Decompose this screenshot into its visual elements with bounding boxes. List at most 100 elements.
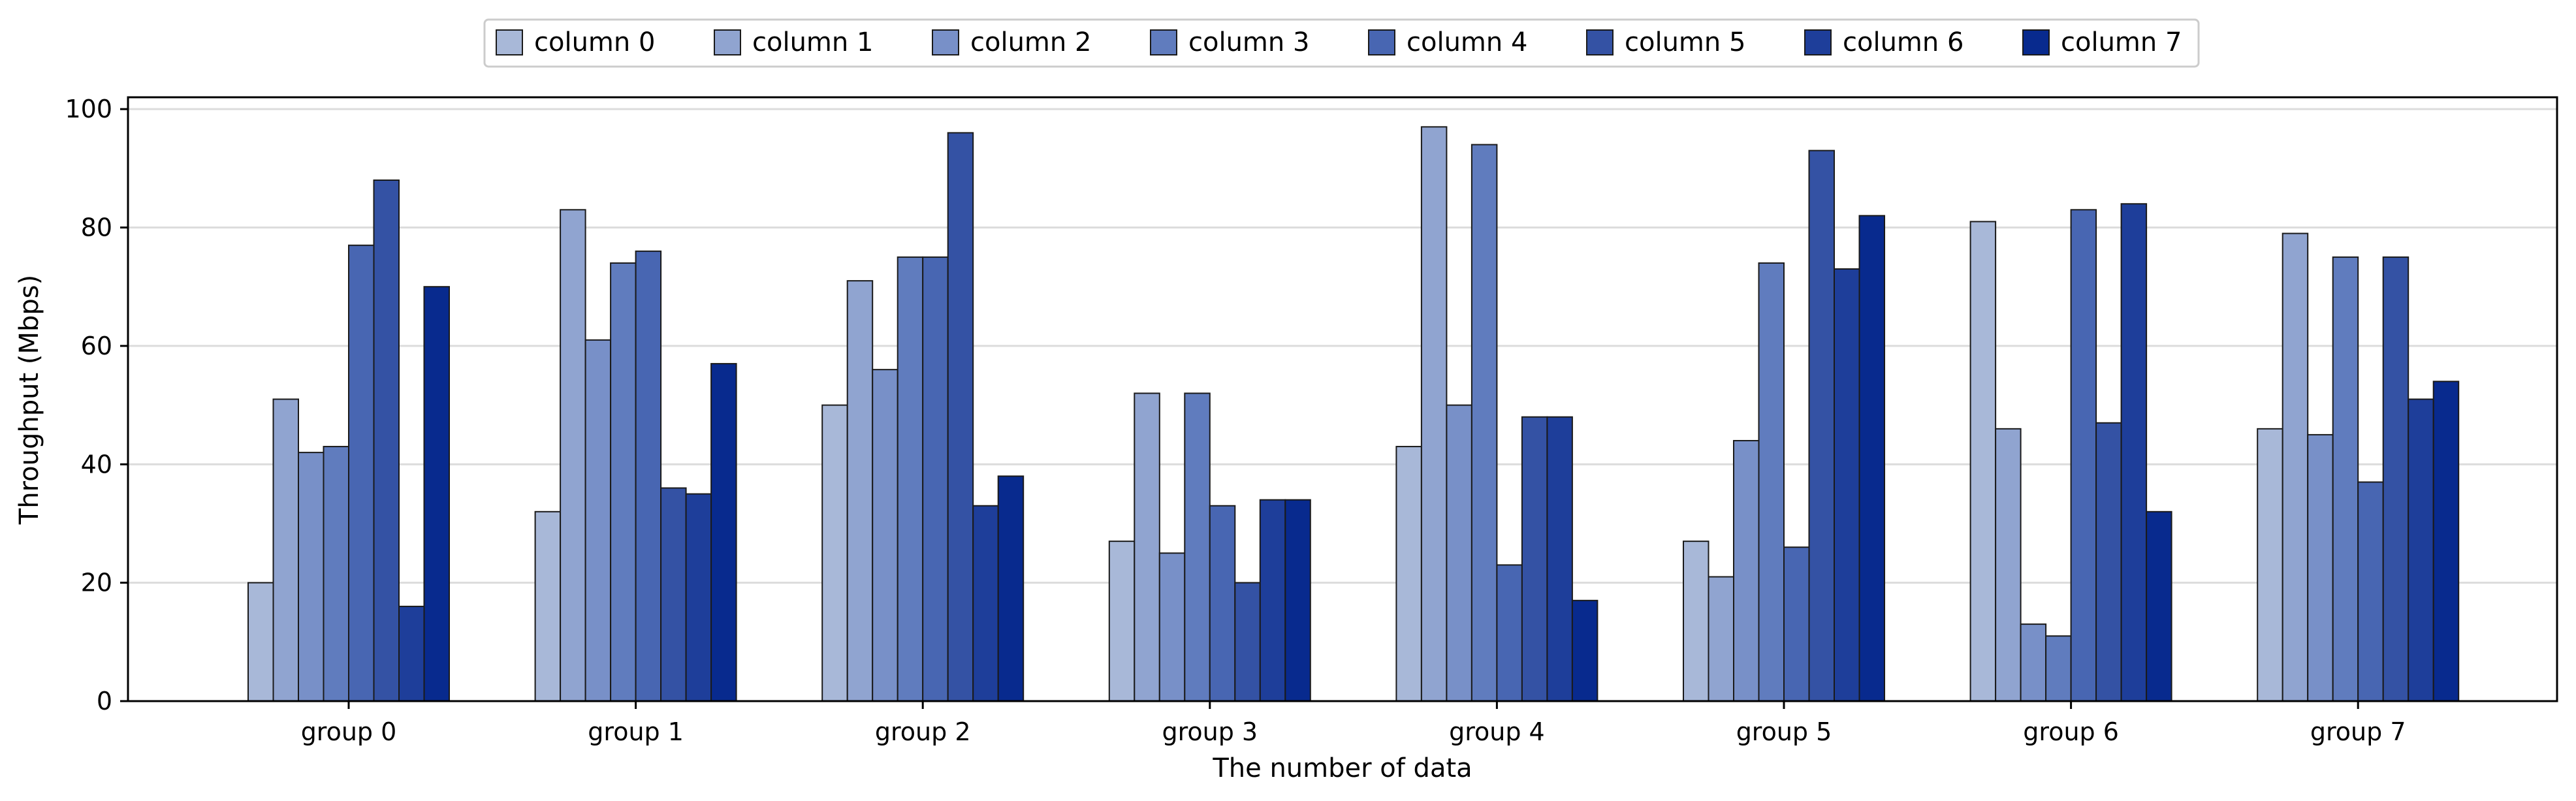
- legend-swatch: [496, 29, 523, 55]
- legend-label: column 0: [534, 27, 655, 57]
- bar: [1420, 126, 1448, 702]
- bar: [1471, 144, 1498, 702]
- legend-label: column 7: [2061, 27, 2182, 57]
- bar: [710, 363, 737, 702]
- bar: [534, 510, 562, 702]
- bar: [872, 369, 898, 702]
- bar: [1209, 505, 1236, 702]
- x-tick-label: group 3: [1162, 717, 1258, 746]
- x-tick-label: group 1: [588, 717, 684, 746]
- bar: [2408, 398, 2434, 702]
- bar: [1571, 599, 1598, 702]
- bar: [298, 452, 325, 702]
- bar: [1446, 404, 1472, 702]
- bar: [1758, 262, 1785, 702]
- y-tick-label: 0: [97, 687, 112, 715]
- bar: [373, 179, 400, 702]
- bar: [821, 404, 848, 702]
- x-axis-label: The number of data: [1212, 753, 1472, 783]
- bar: [846, 280, 874, 702]
- bar: [635, 250, 662, 702]
- legend-label: column 3: [1188, 27, 1309, 57]
- bar: [922, 256, 949, 702]
- y-tick-label: 60: [81, 332, 112, 360]
- bar: [1108, 541, 1136, 702]
- x-tick-label: group 4: [1449, 717, 1545, 746]
- bar: [2357, 481, 2384, 702]
- bar: [2257, 428, 2283, 702]
- bar: [2282, 232, 2309, 702]
- bar: [1496, 564, 1523, 702]
- bar: [1783, 546, 1810, 702]
- legend-label: column 5: [1625, 27, 1745, 57]
- bar: [348, 244, 375, 702]
- bar: [2095, 422, 2122, 702]
- bar: [1184, 392, 1211, 702]
- legend-swatch: [2022, 29, 2050, 55]
- x-tick-label: group 5: [1736, 717, 1832, 746]
- bar: [610, 262, 637, 702]
- bar: [272, 398, 299, 702]
- bar: [1395, 446, 1422, 702]
- bar: [1521, 416, 1548, 702]
- legend-swatch: [714, 29, 741, 55]
- y-axis-label: Throughput (Mbps): [14, 275, 44, 525]
- x-tick-label: group 6: [2023, 717, 2119, 746]
- bar: [1546, 416, 1573, 702]
- bar: [323, 446, 349, 702]
- bar: [1683, 541, 1709, 702]
- bar: [1834, 268, 1860, 702]
- plot-frame: [127, 96, 2558, 702]
- bar: [560, 209, 586, 702]
- bar: [2332, 256, 2359, 702]
- bar: [1259, 499, 1286, 702]
- legend-label: column 1: [752, 27, 873, 57]
- bar: [1733, 439, 1760, 702]
- bar: [2307, 433, 2334, 702]
- bar: [1708, 576, 1734, 702]
- bar: [1808, 149, 1835, 702]
- gridlines: [128, 108, 2557, 702]
- bar: [660, 487, 687, 702]
- legend-swatch: [932, 29, 959, 55]
- y-tick-label: 40: [81, 450, 112, 479]
- bar: [972, 505, 999, 702]
- bar: [2432, 381, 2460, 702]
- legend-swatch: [1368, 29, 1395, 55]
- bar: [1234, 582, 1261, 702]
- bar: [1858, 215, 1885, 702]
- bar: [2020, 623, 2047, 702]
- bar: [247, 582, 274, 702]
- x-tick-label: group 2: [875, 717, 971, 746]
- bar: [1969, 221, 1997, 702]
- legend-swatch: [1804, 29, 1832, 55]
- axes: 0 20 40 60 80 100 group 0 group 1 group 2 group 3…: [65, 95, 2406, 746]
- bar: [685, 493, 712, 702]
- bar: [2045, 635, 2072, 702]
- bar: [2070, 209, 2097, 702]
- x-tick-label: group 7: [2310, 717, 2406, 746]
- y-tick-label: 100: [65, 95, 112, 123]
- y-tick-label: 80: [81, 213, 112, 242]
- bar: [423, 286, 450, 702]
- bar: [1134, 392, 1160, 702]
- legend-label: column 4: [1407, 27, 1527, 57]
- bar: [584, 339, 612, 702]
- bar: [2146, 510, 2172, 702]
- bars: [247, 126, 2460, 702]
- x-tick-label: group 0: [301, 717, 397, 746]
- legend-label: column 2: [970, 27, 1091, 57]
- bar: [2120, 203, 2148, 702]
- bar: [2382, 256, 2409, 702]
- bar: [897, 256, 924, 702]
- legend-swatch: [1150, 29, 1177, 55]
- y-tick-label: 20: [81, 569, 112, 597]
- bar: [997, 475, 1025, 702]
- bar: [1284, 499, 1311, 702]
- legend: column 0 column 1 column 2 column 3 column 4…: [483, 18, 2200, 68]
- bar: [1158, 552, 1186, 702]
- bar: [398, 605, 425, 702]
- legend-frame: [483, 18, 2200, 68]
- bar: [1995, 428, 2022, 702]
